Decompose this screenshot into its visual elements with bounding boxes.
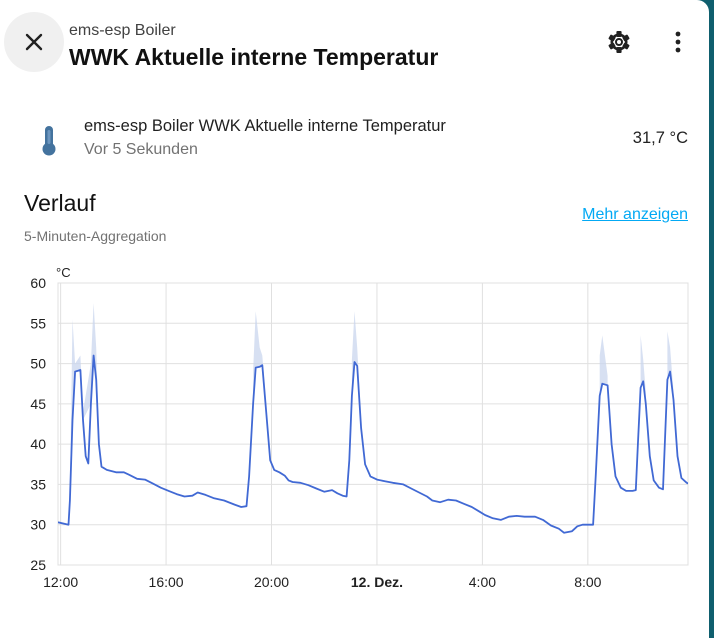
y-tick-label: 25 bbox=[30, 557, 46, 573]
x-tick-label: 12. Dez. bbox=[351, 574, 403, 590]
more-options-button[interactable] bbox=[658, 22, 698, 62]
aggregation-label: 5-Minuten-Aggregation bbox=[24, 228, 167, 244]
entity-state: 31,7 °C bbox=[632, 129, 688, 147]
x-tick-label: 8:00 bbox=[574, 574, 601, 590]
y-tick-label: 35 bbox=[30, 476, 46, 492]
entity-row[interactable]: ems-esp Boiler WWK Aktuelle interne Temp… bbox=[0, 110, 709, 166]
thermometer-icon bbox=[42, 126, 56, 156]
history-chart[interactable]: 25 30 35 40 45 50 55 60 °C 12:00 16:00 20:00 12. De… bbox=[0, 258, 709, 598]
y-tick-label: 55 bbox=[30, 315, 46, 331]
y-unit-label: °C bbox=[56, 265, 71, 280]
y-tick-label: 60 bbox=[30, 275, 46, 291]
x-tick-label: 16:00 bbox=[149, 574, 184, 590]
temperature-line[interactable] bbox=[58, 354, 709, 534]
y-tick-label: 50 bbox=[30, 356, 46, 372]
close-button[interactable] bbox=[4, 12, 64, 72]
settings-button[interactable] bbox=[599, 22, 639, 62]
y-tick-label: 30 bbox=[30, 517, 46, 533]
chart-plot-area bbox=[58, 303, 709, 534]
x-tick-label: 4:00 bbox=[469, 574, 496, 590]
y-tick-label: 45 bbox=[30, 396, 46, 412]
last-changed: Vor 5 Sekunden bbox=[84, 141, 198, 158]
x-tick-label: 12:00 bbox=[43, 574, 78, 590]
dialog-title: WWK Aktuelle interne Temperatur bbox=[69, 44, 439, 70]
min-max-band bbox=[253, 311, 267, 412]
x-axis: 12:00 16:00 20:00 12. Dez. 4:00 8:00 bbox=[43, 574, 602, 590]
y-axis: 25 30 35 40 45 50 55 60 °C bbox=[30, 265, 70, 573]
y-tick-label: 40 bbox=[30, 436, 46, 452]
gear-icon bbox=[608, 31, 630, 53]
close-icon bbox=[25, 33, 43, 51]
history-title: Verlauf bbox=[24, 190, 96, 216]
show-more-link[interactable]: Mehr anzeigen bbox=[582, 206, 688, 223]
more-vertical-icon bbox=[675, 31, 681, 53]
chart-grid bbox=[57, 282, 689, 566]
min-max-band bbox=[599, 335, 608, 396]
dialog-subtitle: ems-esp Boiler bbox=[69, 22, 176, 39]
min-max-band bbox=[351, 311, 362, 428]
x-tick-label: 20:00 bbox=[254, 574, 289, 590]
entity-name: ems-esp Boiler WWK Aktuelle interne Temp… bbox=[84, 117, 446, 135]
min-max-band bbox=[69, 303, 99, 501]
